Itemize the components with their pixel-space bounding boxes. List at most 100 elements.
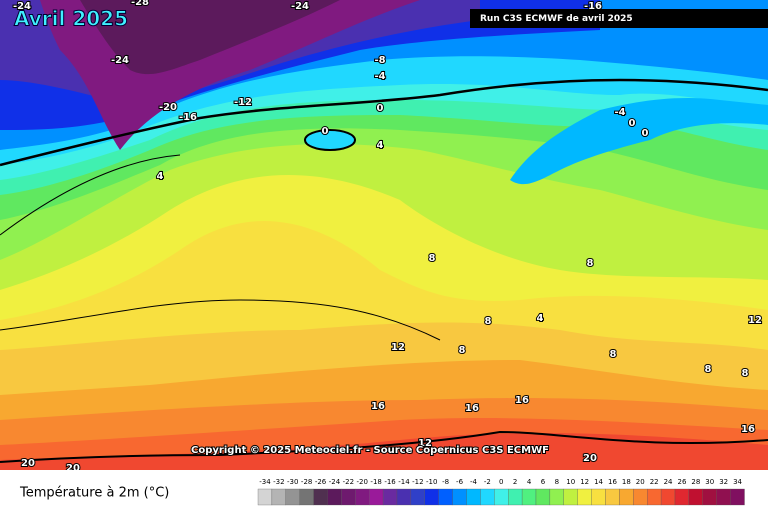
legend-label: 20 (636, 478, 645, 486)
contour-label: 4 (537, 313, 544, 324)
color-swatch (535, 488, 551, 506)
legend-label: -20 (357, 478, 368, 486)
color-swatch (647, 488, 662, 506)
legend-label: 16 (608, 478, 617, 486)
color-swatch (341, 488, 356, 506)
legend-label: 6 (541, 478, 546, 486)
color-swatch (271, 488, 286, 506)
color-swatch (369, 488, 384, 506)
contour-label: 16 (371, 401, 385, 412)
legend-label: -4 (470, 478, 478, 486)
legend-label: 32 (719, 478, 728, 486)
legend-label: -26 (315, 478, 327, 486)
legend-label: 2 (513, 478, 517, 486)
legend-label: -12 (412, 478, 423, 486)
legend-label: -32 (273, 478, 284, 486)
color-swatch (730, 488, 745, 506)
legend-label: 24 (664, 478, 673, 486)
legend-label: 30 (705, 478, 714, 486)
color-swatch (702, 488, 717, 506)
color-swatch (466, 488, 481, 506)
color-swatch (452, 488, 467, 506)
contour-label: 12 (391, 342, 405, 353)
color-swatch (619, 488, 634, 506)
colorbar: -34 -32 -30 -28 -26 -24 -22 -20 -18 -16 -14 -12 -10-… (257, 478, 745, 506)
contour-label: -4 (374, 71, 385, 82)
contour-label: -12 (234, 97, 252, 108)
color-swatch (382, 488, 398, 506)
color-swatch (438, 488, 453, 506)
temperature-field (0, 0, 768, 470)
legend-label: 14 (594, 478, 603, 486)
contour-label: 8 (610, 349, 617, 360)
contour-label: 0 (629, 118, 636, 129)
color-swatch (674, 488, 690, 506)
contour-label: -16 (179, 112, 197, 123)
legend-label: -2 (484, 478, 491, 486)
contour-label: -20 (159, 102, 177, 113)
color-swatch (355, 488, 370, 506)
legend-label: -14 (398, 478, 410, 486)
color-swatch (660, 488, 676, 506)
contour-label: 8 (459, 345, 466, 356)
contour-label: 8 (587, 258, 594, 269)
legend-label: 22 (650, 478, 659, 486)
copyright: Copyright © 2025 Meteociel.fr - Source C… (191, 445, 549, 456)
color-swatch (494, 488, 509, 506)
contour-label: 12 (748, 315, 762, 326)
contour-label: 8 (485, 316, 492, 327)
legend-label: 0 (499, 478, 503, 486)
color-swatch (424, 488, 439, 506)
contour-label: 20 (583, 453, 597, 464)
legend-label: 18 (622, 478, 631, 486)
legend-label: -24 (329, 478, 341, 486)
contour-label: 0 (322, 126, 329, 137)
color-swatch (633, 488, 648, 506)
color-swatch (577, 488, 592, 506)
contour-label: 16 (515, 395, 529, 406)
color-swatch (591, 488, 606, 506)
color-swatch (396, 488, 412, 506)
contour-label: 8 (705, 364, 712, 375)
color-swatch (563, 488, 578, 506)
legend-label: -30 (287, 478, 298, 486)
contour-label: -24 (291, 1, 309, 12)
legend-label: 34 (733, 478, 742, 486)
contour-label: -28 (131, 0, 149, 8)
color-swatch (313, 488, 328, 506)
color-swatch (716, 488, 731, 506)
run-label-box (470, 9, 768, 28)
legend-label: 26 (677, 478, 686, 486)
contour-label: -24 (13, 1, 31, 12)
contour-label: -4 (614, 107, 625, 118)
legend-label: 8 (555, 478, 559, 486)
contour-label: 8 (742, 368, 749, 379)
legend-title: Température à 2m (°C) (19, 486, 169, 501)
legend-label: 12 (580, 478, 589, 486)
legend-label: -22 (343, 478, 354, 486)
color-swatch (688, 488, 703, 506)
legend-label: 4 (527, 478, 532, 486)
color-swatch (257, 488, 273, 506)
color-swatch (410, 488, 425, 506)
color-swatch (508, 488, 523, 506)
legend-label: -16 (384, 478, 396, 486)
contour-label: 4 (157, 171, 164, 182)
color-swatch (285, 488, 300, 506)
contour-label: 20 (21, 458, 35, 469)
color-swatch (327, 488, 342, 506)
legend-label: -6 (456, 478, 464, 486)
legend-label: -28 (301, 478, 312, 486)
color-swatch (299, 488, 314, 506)
legend-label: 10 (566, 478, 575, 486)
contour-label: 16 (465, 403, 479, 414)
contour-label: 8 (429, 253, 436, 264)
contour-label: 0 (642, 128, 649, 139)
contour-label: -8 (374, 55, 385, 66)
color-swatch (605, 488, 620, 506)
map-title: Avril 2025 (14, 7, 128, 31)
legend-label: -10 (426, 478, 437, 486)
color-swatch (480, 488, 495, 506)
